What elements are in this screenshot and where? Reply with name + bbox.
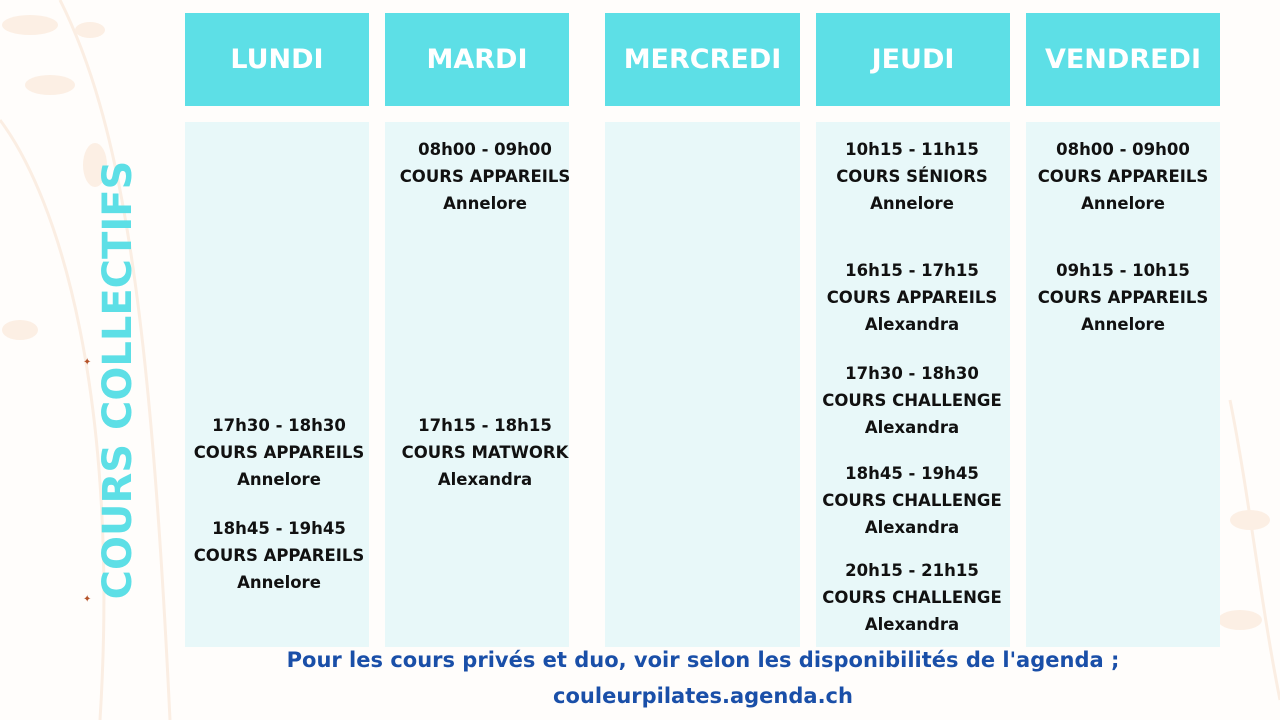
class-time: 16h15 - 17h15 (845, 261, 979, 280)
page-title: COURS COLLECTIFS (95, 160, 141, 600)
class-time: 08h00 - 09h00 (418, 140, 552, 159)
class-time: 18h45 - 19h45 (845, 464, 979, 483)
agenda-link[interactable]: couleurpilates.agenda.ch (553, 684, 853, 708)
sparkle-icon: ✦ (83, 594, 92, 605)
class-teacher: Annelore (1081, 194, 1165, 213)
day-column-lundi (185, 122, 369, 647)
class-entry: 17h15 - 18h15 COURS MATWORK Alexandra (402, 412, 569, 493)
class-teacher: Alexandra (864, 315, 960, 334)
class-course: COURS CHALLENGE (822, 588, 1002, 607)
class-teacher: Alexandra (864, 418, 960, 437)
day-header-vendredi: VENDREDI (1026, 13, 1220, 106)
class-time: 17h30 - 18h30 (212, 416, 346, 435)
class-entry: 17h30 - 18h30 COURS APPAREILS Annelore (194, 412, 365, 493)
class-course: COURS CHALLENGE (822, 491, 1002, 510)
class-entry: 18h45 - 19h45 COURS CHALLENGE Alexandra (822, 460, 1001, 541)
day-header-jeudi: JEUDI (816, 13, 1010, 106)
class-time: 10h15 - 11h15 (845, 140, 979, 159)
day-column-mardi (385, 122, 569, 647)
day-header-mercredi: MERCREDI (605, 13, 800, 106)
class-entry: 08h00 - 09h00 COURS APPAREILS Annelore (400, 136, 571, 217)
class-time: 08h00 - 09h00 (1056, 140, 1190, 159)
class-course: COURS APPAREILS (1037, 288, 1209, 307)
day-column-vendredi (1026, 122, 1220, 647)
class-course: COURS APPAREILS (399, 167, 571, 186)
class-teacher: Annelore (1081, 315, 1165, 334)
class-entry: 08h00 - 09h00 COURS APPAREILS Annelore (1038, 136, 1209, 217)
day-column-jeudi (816, 122, 1010, 647)
class-teacher: Alexandra (864, 518, 960, 537)
class-course: COURS APPAREILS (193, 546, 365, 565)
class-course: COURS SÉNIORS (836, 167, 988, 186)
class-time: 17h15 - 18h15 (418, 416, 552, 435)
class-teacher: Annelore (870, 194, 954, 213)
class-teacher: Annelore (237, 470, 321, 489)
class-time: 17h30 - 18h30 (845, 364, 979, 383)
day-header-mardi: MARDI (385, 13, 569, 106)
day-column-mercredi (605, 122, 800, 647)
footer-note: Pour les cours privés et duo, voir selon… (286, 648, 1120, 672)
class-entry: 16h15 - 17h15 COURS APPAREILS Alexandra (827, 257, 998, 338)
class-course: COURS MATWORK (401, 443, 569, 462)
class-teacher: Annelore (237, 573, 321, 592)
class-teacher: Alexandra (864, 615, 960, 634)
class-entry: 09h15 - 10h15 COURS APPAREILS Annelore (1038, 257, 1209, 338)
class-course: COURS APPAREILS (1037, 167, 1209, 186)
class-entry: 10h15 - 11h15 COURS SÉNIORS Annelore (836, 136, 988, 217)
class-entry: 18h45 - 19h45 COURS APPAREILS Annelore (194, 515, 365, 596)
class-entry: 20h15 - 21h15 COURS CHALLENGE Alexandra (822, 557, 1001, 638)
class-time: 20h15 - 21h15 (845, 561, 979, 580)
class-entry: 17h30 - 18h30 COURS CHALLENGE Alexandra (822, 360, 1001, 441)
class-time: 09h15 - 10h15 (1056, 261, 1190, 280)
day-header-lundi: LUNDI (185, 13, 369, 106)
class-course: COURS CHALLENGE (822, 391, 1002, 410)
sparkle-icon: ✦ (83, 357, 92, 368)
class-course: COURS APPAREILS (826, 288, 998, 307)
class-teacher: Annelore (443, 194, 527, 213)
class-course: COURS APPAREILS (193, 443, 365, 462)
class-time: 18h45 - 19h45 (212, 519, 346, 538)
class-teacher: Alexandra (437, 470, 533, 489)
